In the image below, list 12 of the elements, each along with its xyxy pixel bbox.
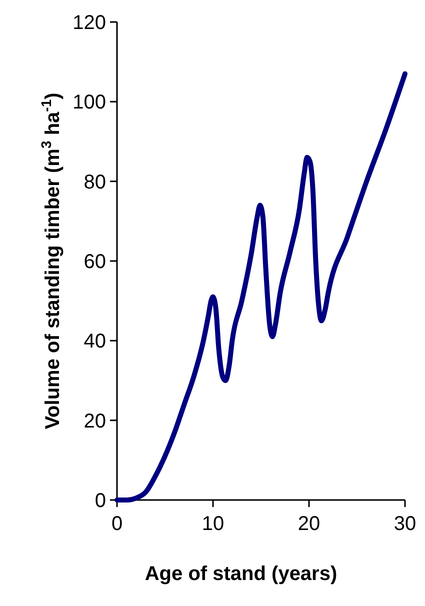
x-tick-label: 10 [202,513,224,535]
y-tick-label: 60 [84,251,106,273]
y-tick-label: 20 [84,410,106,432]
y-tick-label: 100 [72,92,106,114]
y-tick-label: 40 [84,330,106,353]
y-tick-label: 80 [84,171,106,194]
x-tick-label: 20 [298,513,320,535]
x-tick-label: 30 [394,513,416,535]
x-axis-title: Age of stand (years) [144,563,338,585]
y-tick-label: 120 [72,12,106,34]
y-tick-label: 0 [94,490,106,512]
x-tick-label: 0 [111,513,123,535]
